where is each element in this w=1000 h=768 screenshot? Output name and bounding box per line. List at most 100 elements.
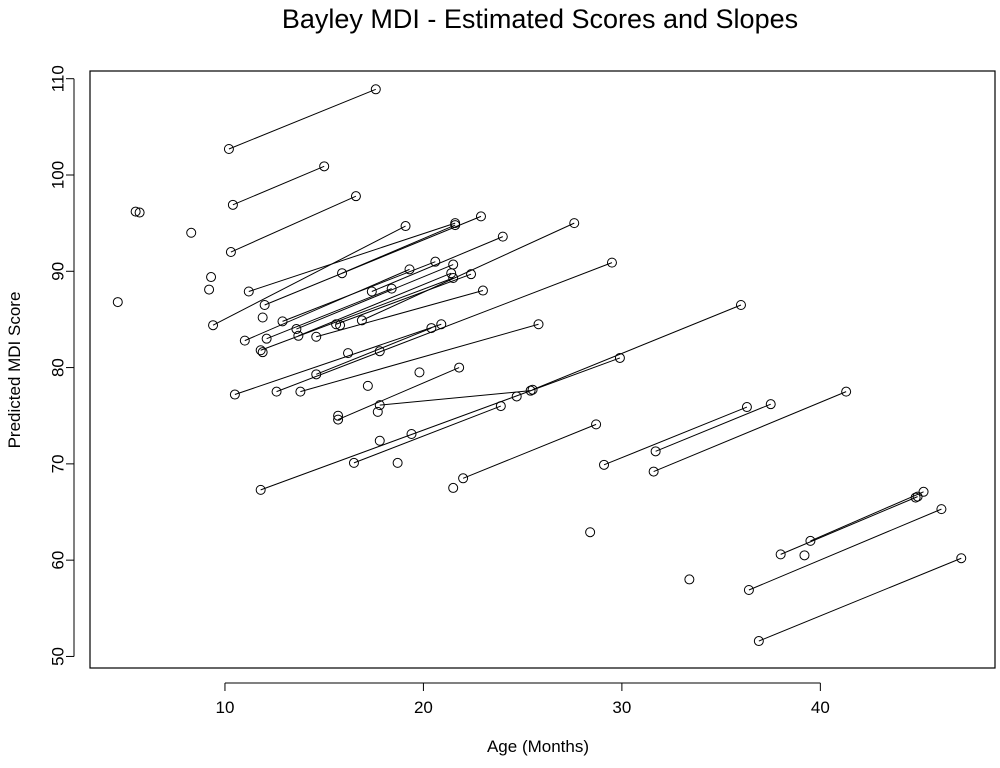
slope-segments [212,88,962,642]
isolated-point [333,410,344,421]
isolated-point [372,406,383,417]
segment-start-point [374,400,385,411]
segment-start-point [239,335,250,346]
slope-segment [361,222,575,321]
slope-segment [780,496,918,555]
segment-start-point [366,286,377,297]
isolated-point [362,380,373,391]
segment-start-point [805,535,816,546]
isolated-point [130,206,141,217]
isolated-point [374,346,385,357]
segment-start-point [223,143,234,154]
x-tick-label: 40 [811,698,830,717]
slope-segment [260,277,454,351]
isolated-point [343,348,354,359]
segment-start-point [599,459,610,470]
segment-end-point [450,220,461,231]
segment-start-point [227,199,238,210]
slope-segment [653,391,847,473]
segment-end-point [436,319,447,330]
slope-segment [810,491,924,542]
segment-end-point [466,269,477,280]
slope-segment [316,290,484,338]
segment-end-point [841,386,852,397]
slope-segment [234,323,442,396]
isolated-point [392,457,403,468]
segment-start-point [743,585,754,596]
isolated-point [112,297,123,308]
segment-end-point [454,362,465,373]
segment-start-point [229,389,240,400]
slope-segment [260,357,621,491]
y-tick-label: 80 [49,358,68,377]
slope-segment [462,423,597,479]
slope-segment [371,236,504,292]
y-tick-label: 100 [49,161,68,189]
segment-start-point [333,414,344,425]
segment-start-point [458,473,469,484]
segment-end-point [956,553,967,564]
y-tick-label: 70 [49,454,68,473]
segment-end-point [735,299,746,310]
y-tick-label: 90 [49,262,68,281]
isolated-point [204,284,215,295]
segment-start-point [243,286,254,297]
segment-end-point [569,218,580,229]
segment-end-point [386,283,397,294]
slope-segment [337,367,460,421]
isolated-point [799,550,810,561]
segment-start-point [261,333,272,344]
segment-end-point [765,399,776,410]
slope-segment [655,403,771,452]
y-axis: 50 60 70 80 90 100 110 [49,65,75,666]
segment-start-point [775,549,786,560]
segment-end-point [741,402,752,413]
segment-end-point [497,231,508,242]
segment-start-point [225,247,236,258]
segment-end-point [475,211,486,222]
slope-segment [296,264,454,330]
slope-segment [230,195,357,253]
segment-start-point [277,316,288,327]
segment-start-point [650,446,661,457]
slope-segment [228,88,376,150]
segment-start-point [311,331,322,342]
x-axis: 10 20 30 40 [215,682,830,717]
data-points [112,84,967,647]
slope-segment [244,268,410,342]
y-tick-label: 60 [49,551,68,570]
segment-end-point [448,273,459,284]
slope-segment [316,327,432,375]
segment-start-point [271,386,282,397]
isolated-point [585,527,596,538]
slope-segment [748,508,942,591]
isolated-point [257,347,268,358]
segment-end-point [533,319,544,330]
segment-end-point [477,285,488,296]
slope-segment [341,224,456,274]
segment-start-point [648,466,659,477]
segment-end-point [936,504,947,515]
slope-segment [276,262,613,393]
isolated-point [414,367,425,378]
plot-frame [89,70,996,669]
segment-end-point [400,221,411,232]
slope-segment [248,222,456,292]
isolated-point [374,435,385,446]
segment-end-point [370,84,381,95]
segment-end-point [426,323,437,334]
isolated-point [335,320,346,331]
segment-end-point [350,191,361,202]
slope-segment [212,225,406,326]
segment-end-point [525,385,536,396]
slope-segment [266,288,392,340]
segment-start-point [255,345,266,356]
segment-start-point [331,319,342,330]
segment-end-point [918,486,929,497]
isolated-point [134,207,145,218]
isolated-point [511,391,522,402]
y-axis-label: Predicted MDI Score [5,292,24,449]
segment-end-point [319,161,330,172]
isolated-point [206,272,217,283]
